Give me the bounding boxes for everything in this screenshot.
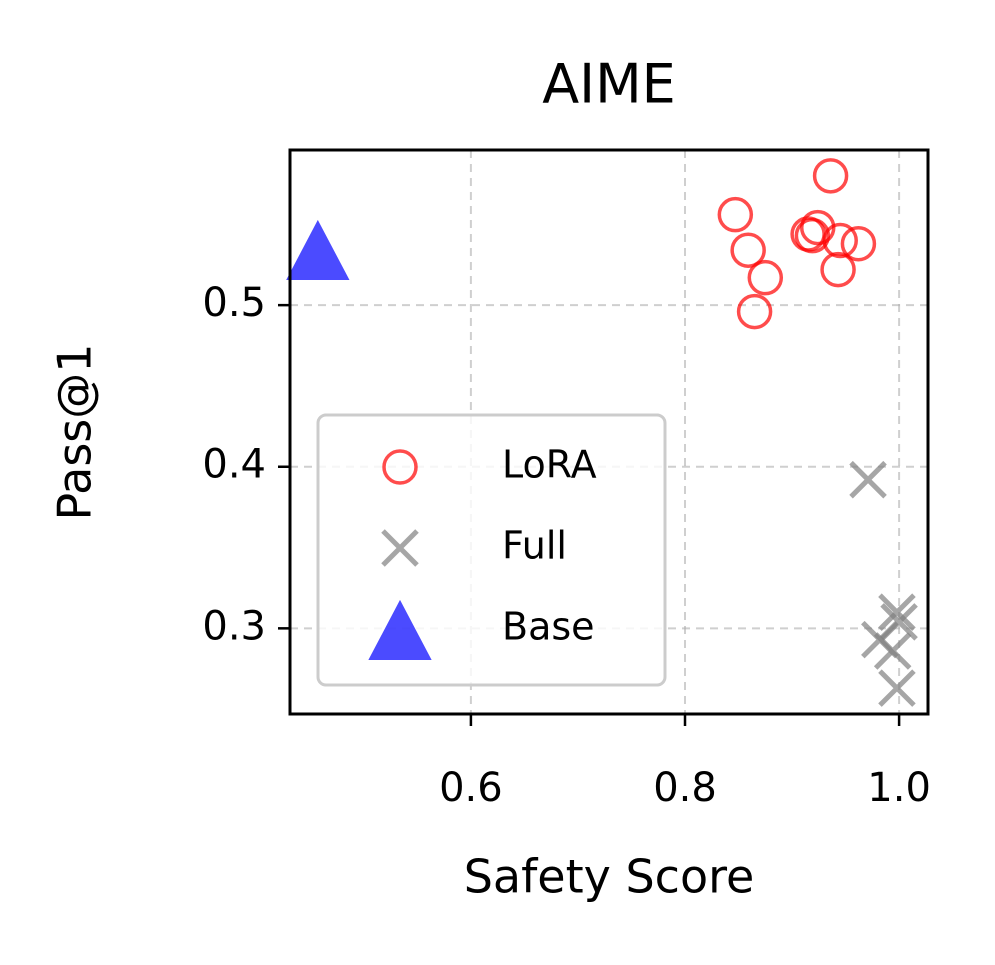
point — [878, 669, 916, 707]
plot-frame — [288, 148, 930, 716]
x-tick-label: 0.8 — [653, 765, 717, 811]
x-axis-label: Safety Score — [464, 850, 755, 904]
point — [880, 603, 918, 641]
point — [794, 217, 831, 254]
point — [840, 225, 877, 262]
x-tick-label: 1.0 — [867, 765, 931, 811]
point — [736, 293, 773, 330]
y-tick-label: 0.3 — [202, 603, 266, 649]
y-tick-label: 0.5 — [202, 280, 266, 326]
legend-marker — [381, 529, 419, 567]
x-tick-label: 0.6 — [439, 765, 503, 811]
point — [286, 219, 350, 281]
y-tick-label: 0.4 — [202, 442, 266, 488]
point — [820, 251, 856, 288]
legend-marker — [368, 599, 432, 660]
point — [878, 593, 916, 631]
point — [822, 222, 858, 259]
y-axis-label: Pass@1 — [48, 343, 102, 520]
legend-label: LoRA — [502, 443, 597, 487]
point — [747, 259, 784, 296]
legend-label: Base — [502, 605, 595, 649]
legend-label: Full — [502, 524, 567, 568]
point — [849, 460, 887, 499]
point — [812, 158, 849, 194]
legend-marker — [382, 449, 418, 485]
point — [717, 196, 754, 233]
point — [873, 632, 912, 670]
legend-box — [316, 413, 667, 687]
chart-title: AIME — [542, 53, 676, 116]
point — [730, 232, 766, 268]
